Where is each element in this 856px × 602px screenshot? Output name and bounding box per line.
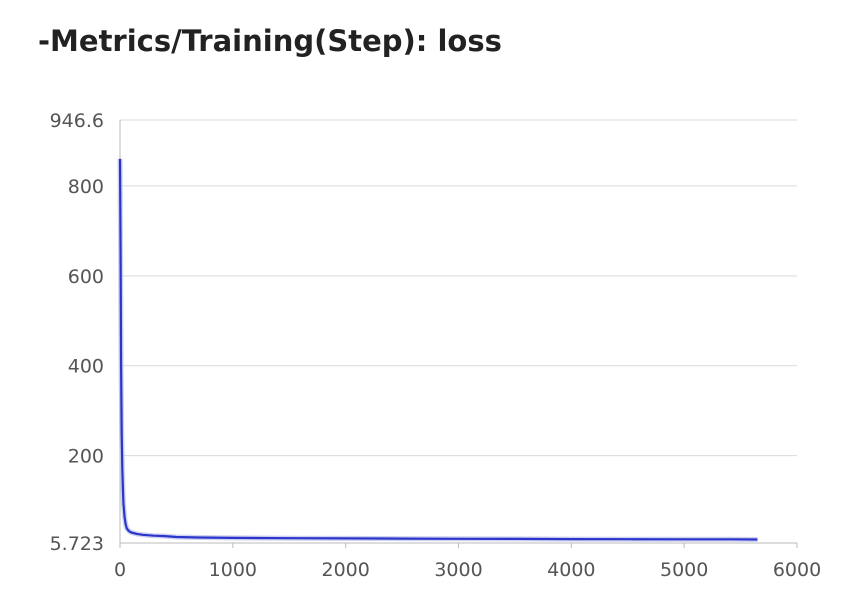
y-axis: 946.6 800 600 400 200 5.723	[50, 110, 121, 555]
y-tick-label: 946.6	[50, 110, 104, 132]
x-tick-label: 4000	[547, 559, 595, 581]
y-tick-label: 5.723	[50, 533, 104, 555]
x-tick-label: 0	[114, 559, 126, 581]
chart-title: -Metrics/Training(Step): loss	[38, 24, 502, 58]
x-tick-label: 3000	[434, 559, 482, 581]
series-group	[117, 158, 758, 542]
series-raw-line	[117, 158, 758, 542]
y-tick-label: 200	[68, 446, 104, 468]
x-axis: 0 1000 2000 3000 4000 5000 6000	[114, 542, 821, 581]
x-tick-label: 2000	[321, 559, 369, 581]
x-tick-label: 5000	[660, 559, 708, 581]
series-line	[118, 158, 758, 541]
y-tick-label: 600	[68, 266, 104, 288]
grid-lines	[120, 119, 797, 544]
y-tick-label: 400	[68, 356, 104, 378]
x-tick-label: 1000	[209, 559, 257, 581]
y-tick-label: 800	[68, 176, 104, 198]
x-tick-label: 6000	[773, 559, 821, 581]
